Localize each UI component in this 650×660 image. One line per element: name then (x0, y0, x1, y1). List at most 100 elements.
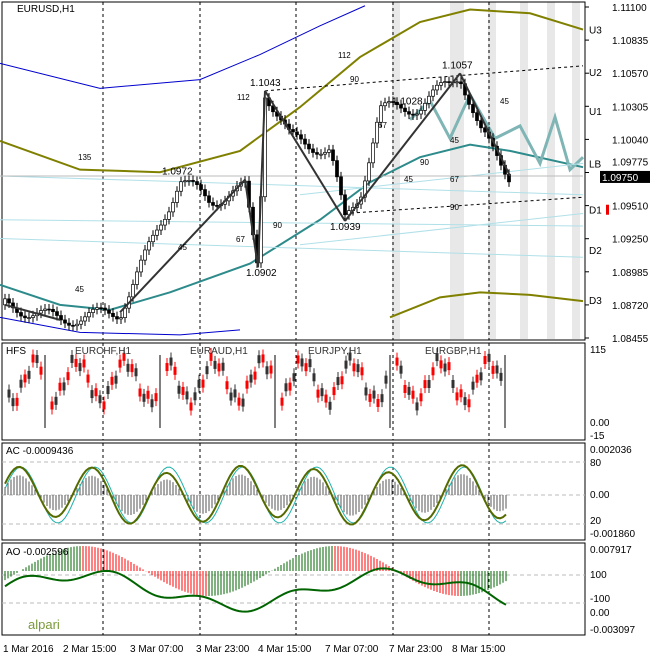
mini-candle (376, 398, 380, 407)
candle (183, 180, 187, 183)
candle (211, 202, 215, 206)
mini-candle (284, 383, 288, 392)
candle (307, 143, 311, 150)
pattern-line (119, 179, 246, 314)
candle (295, 131, 299, 136)
fib-label: 45 (500, 97, 509, 106)
pair-label: EURAUD,H1 (190, 346, 248, 357)
candle (443, 81, 447, 83)
d1-marker (606, 204, 609, 215)
candle (319, 153, 323, 156)
candle (323, 152, 327, 155)
mini-candle (86, 374, 90, 383)
candle (423, 103, 427, 111)
mini-candle (304, 363, 308, 372)
candle (331, 149, 335, 161)
pattern-line (244, 179, 259, 268)
mini-candle (395, 357, 399, 366)
mini-candle (62, 382, 66, 391)
alpari-logo: alpari (28, 617, 60, 632)
mini-candle (237, 397, 241, 406)
mini-candle (320, 388, 324, 397)
mini-candle (431, 367, 435, 376)
mini-candle (459, 389, 463, 398)
envelope-line (299, 212, 584, 246)
mini-candle (296, 355, 300, 364)
mini-candle (344, 360, 348, 369)
mini-candle (471, 381, 475, 390)
mini-candle (360, 367, 364, 376)
mini-candle (407, 386, 411, 395)
mini-candle (209, 352, 213, 361)
pattern-price-label: 1.1028 (392, 97, 423, 108)
level-label-LB: LB (589, 159, 602, 170)
candle (95, 307, 99, 310)
ao-tick: 0.00 (590, 608, 610, 619)
mini-candle (455, 392, 459, 401)
session-shade (392, 2, 400, 339)
mini-candle (324, 394, 328, 403)
time-label: 7 Mar 07:00 (325, 644, 379, 655)
fib-label: 90 (273, 221, 282, 230)
candle (179, 181, 183, 192)
candle (203, 189, 207, 197)
mini-candle (189, 402, 193, 411)
candle (167, 211, 171, 220)
mini-candle (423, 380, 427, 389)
ac-tick: 0.00 (590, 490, 610, 501)
mini-candle (130, 364, 134, 373)
pattern-price-label: 1.1057 (442, 60, 473, 71)
mini-candle (384, 375, 388, 384)
mini-candle (150, 399, 154, 408)
candle (271, 105, 275, 113)
mini-candle (292, 373, 296, 382)
mini-candle (165, 363, 169, 372)
fib-label: 90 (450, 203, 459, 212)
candle (195, 181, 199, 185)
candle (43, 308, 47, 311)
candle (215, 205, 219, 207)
mini-candle (269, 365, 273, 374)
fib-label: 90 (420, 158, 429, 167)
candle (399, 104, 403, 109)
pattern-line (4, 303, 61, 321)
mini-candle (336, 377, 340, 386)
candle (455, 81, 459, 84)
mini-candle (499, 372, 503, 381)
fib-label: 45 (75, 285, 84, 294)
mini-candle (15, 397, 19, 406)
candle (199, 184, 203, 190)
mini-candle (7, 389, 11, 398)
candle (339, 176, 343, 196)
candle (163, 219, 167, 226)
mini-candle (142, 393, 146, 402)
mini-candle (66, 372, 70, 381)
mini-candle (257, 355, 261, 364)
candle (407, 111, 411, 115)
mini-candle (193, 392, 197, 401)
mini-candle (201, 379, 205, 388)
candle (107, 309, 111, 314)
mini-candle (483, 356, 487, 365)
time-label: 8 Mar 15:00 (452, 644, 506, 655)
mini-candle (435, 353, 439, 362)
candle (471, 104, 475, 114)
mini-candle (213, 360, 217, 369)
fib-label: 90 (350, 75, 359, 84)
pattern-price-label: 1.0972 (162, 167, 193, 178)
mini-candle (106, 386, 110, 395)
mini-candle (11, 398, 15, 407)
candle (435, 84, 439, 91)
level-label-D2: D2 (589, 246, 602, 257)
mini-candle (122, 352, 126, 361)
fib-label: 45 (178, 243, 187, 252)
level-label-U3: U3 (589, 26, 602, 37)
mini-candle (495, 365, 499, 374)
mini-candle (316, 389, 320, 398)
mini-candle (110, 376, 114, 385)
mini-candle (399, 365, 403, 374)
candle (55, 311, 59, 316)
mini-candle (31, 354, 35, 363)
mini-candle (427, 379, 431, 388)
